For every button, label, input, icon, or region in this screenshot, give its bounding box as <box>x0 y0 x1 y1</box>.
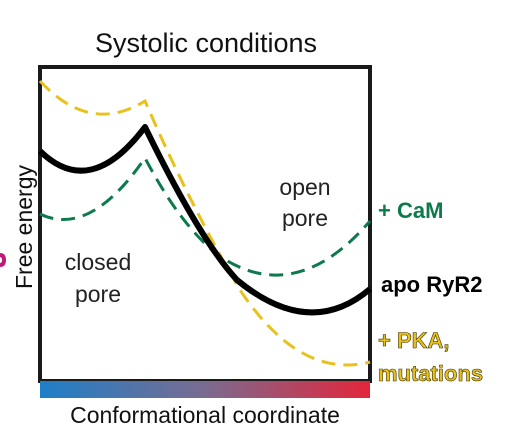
apo-ryr2-curve-label: apo RyR2 <box>381 272 482 297</box>
x-axis-label: Conformational coordinate <box>70 402 340 428</box>
pka-curve-label-line2: mutations <box>378 361 483 386</box>
pka-mutations-curve <box>38 79 371 367</box>
edge-mark <box>0 253 6 267</box>
coordinate-gradient-bar <box>40 381 370 398</box>
cam-curve <box>39 155 372 277</box>
closed-pore-label-line2: pore <box>75 281 121 307</box>
open-pore-label-line2: pore <box>282 205 328 231</box>
cam-curve-label: + CaM <box>378 198 443 223</box>
open-pore-label-line1: open <box>279 174 330 200</box>
diagram-title: Systolic conditions <box>95 28 317 58</box>
closed-pore-label-line1: closed <box>65 249 131 275</box>
y-axis-label: Free energy <box>11 165 37 290</box>
pka-curve-label-line1: + PKA, <box>378 328 450 353</box>
apo-ryr2-curve <box>37 124 372 316</box>
